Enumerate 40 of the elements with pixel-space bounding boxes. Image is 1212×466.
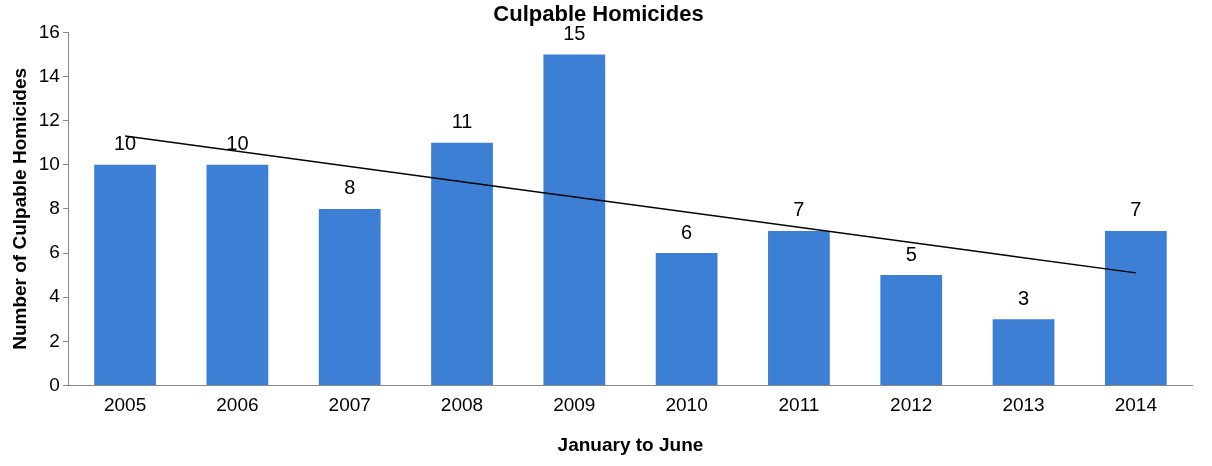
x-tick-label: 2009 xyxy=(553,394,596,416)
bar xyxy=(768,230,830,385)
bar xyxy=(431,142,493,385)
data-label: 5 xyxy=(905,242,917,265)
y-axis-title: Number of Culpable Homicides xyxy=(8,67,30,350)
data-label: 3 xyxy=(1017,286,1030,309)
x-tick-label: 2010 xyxy=(665,394,708,416)
x-axis-title: January to June xyxy=(557,433,704,455)
bar xyxy=(992,319,1055,385)
data-label: 6 xyxy=(681,220,693,243)
bar xyxy=(880,275,943,385)
y-tick-label: 10 xyxy=(38,153,60,175)
data-label: 11 xyxy=(451,110,473,133)
y-tick-label: 2 xyxy=(49,329,60,351)
x-tick-label: 2005 xyxy=(103,394,147,416)
bar xyxy=(318,208,381,385)
data-label: 10 xyxy=(226,132,249,155)
x-tick-label: 2014 xyxy=(1114,394,1158,416)
y-tick-label: 6 xyxy=(49,241,60,263)
y-tick-label: 16 xyxy=(38,20,60,42)
bar xyxy=(543,54,606,385)
y-tick-label: 12 xyxy=(38,108,60,130)
y-tick-label: 8 xyxy=(49,197,60,219)
bar xyxy=(1104,230,1167,385)
x-tick-label: 2008 xyxy=(440,394,484,416)
y-tick-label: 14 xyxy=(38,64,61,86)
x-tick-label: 2007 xyxy=(328,394,371,416)
y-tick-label: 0 xyxy=(49,373,60,395)
data-label: 7 xyxy=(793,198,805,221)
data-label: 8 xyxy=(344,176,356,199)
x-tick-label: 2012 xyxy=(890,394,933,416)
bar xyxy=(655,253,718,385)
x-tick-label: 2013 xyxy=(1002,394,1045,416)
data-label: 7 xyxy=(1130,198,1142,221)
bar xyxy=(94,164,156,385)
x-tick-label: 2006 xyxy=(216,394,259,416)
bar xyxy=(206,164,269,385)
data-label: 10 xyxy=(113,132,137,155)
x-tick-label: 2011 xyxy=(778,394,820,416)
y-tick-label: 4 xyxy=(49,285,61,307)
